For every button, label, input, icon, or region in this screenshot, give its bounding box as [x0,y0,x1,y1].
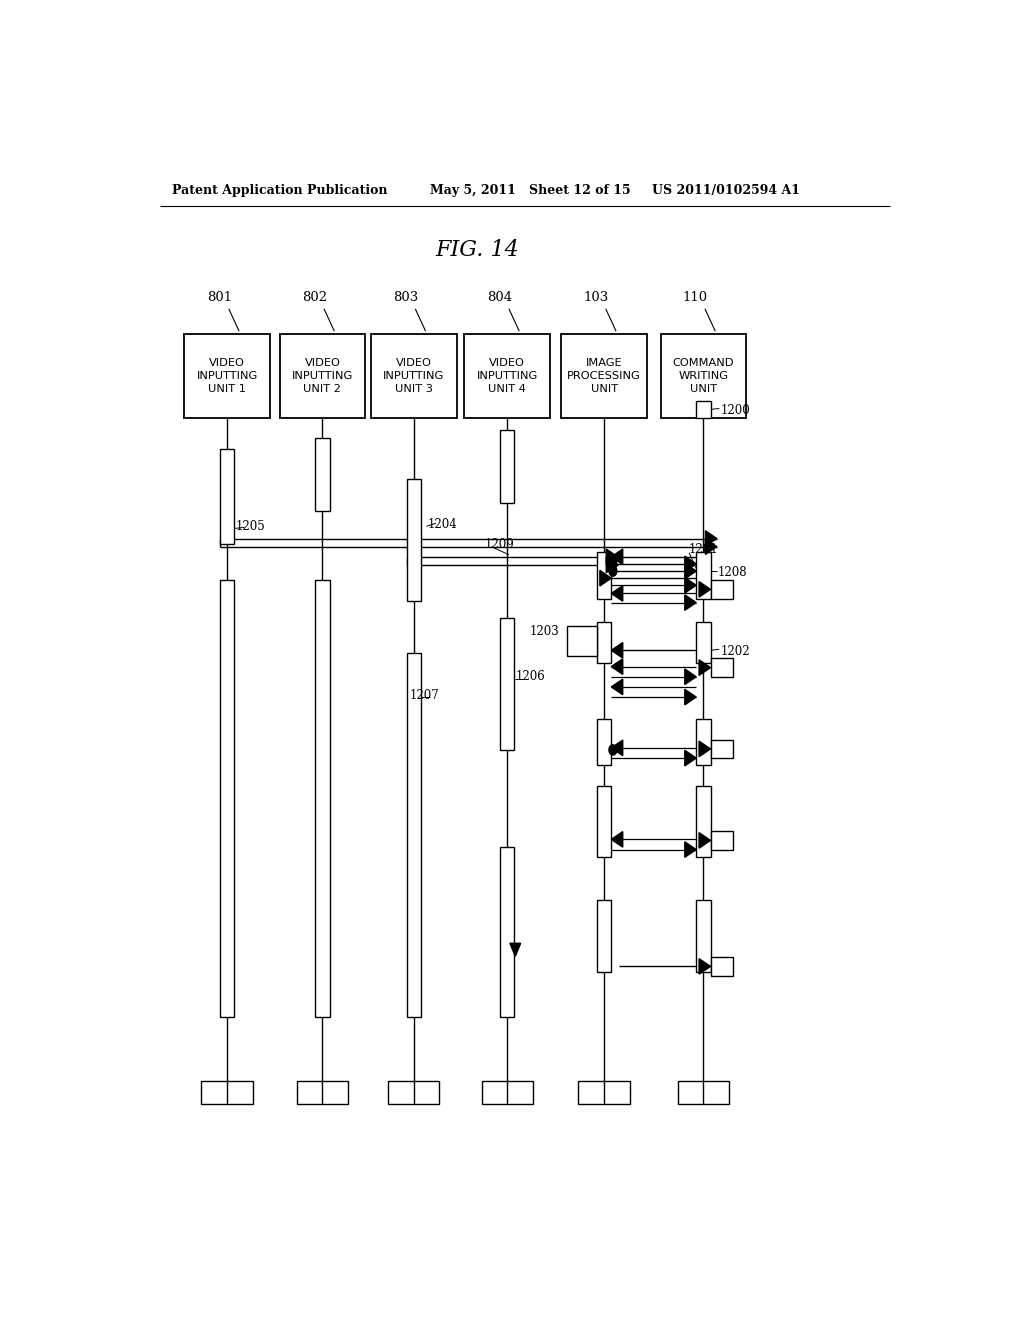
Bar [678,1081,729,1104]
Polygon shape [685,750,696,766]
Text: 1204: 1204 [428,517,458,531]
Polygon shape [699,833,711,849]
Text: 1205: 1205 [236,520,265,533]
Bar [315,581,330,1018]
Text: 804: 804 [486,290,512,304]
Polygon shape [611,643,623,659]
Bar [465,334,550,417]
Polygon shape [685,842,696,857]
Circle shape [609,566,616,576]
Bar [660,334,746,417]
Text: US 2011/0102594 A1: US 2011/0102594 A1 [652,185,800,198]
Bar [711,659,733,677]
Text: 110: 110 [683,290,708,304]
Bar [280,334,366,417]
Text: 1206: 1206 [515,671,545,684]
Polygon shape [611,659,623,675]
Polygon shape [606,549,617,565]
Bar [696,785,711,857]
Text: COMMAND
WRITING
UNIT: COMMAND WRITING UNIT [673,358,734,393]
Text: FIG. 14: FIG. 14 [435,239,519,261]
Text: Patent Application Publication: Patent Application Publication [172,185,387,198]
Text: 1201: 1201 [689,544,719,556]
Bar [500,618,514,750]
Polygon shape [685,578,696,593]
Polygon shape [685,669,696,685]
Polygon shape [699,582,711,597]
Polygon shape [706,531,717,546]
Text: 1202: 1202 [721,645,751,657]
Bar [696,552,711,598]
Bar [711,832,733,850]
Bar [696,900,711,972]
Polygon shape [510,944,520,956]
Polygon shape [606,557,617,573]
Polygon shape [611,741,623,755]
Bar [597,900,611,972]
Polygon shape [685,595,696,610]
Text: VIDEO
INPUTTING
UNIT 2: VIDEO INPUTTING UNIT 2 [292,358,353,393]
Bar [561,334,647,417]
Bar [711,739,733,758]
Polygon shape [685,689,696,705]
Polygon shape [611,680,623,694]
Bar [407,653,421,1018]
Polygon shape [685,564,696,579]
Bar [500,846,514,1018]
Bar [597,552,611,598]
Text: 803: 803 [393,290,419,304]
Text: 103: 103 [584,290,609,304]
Bar [388,1081,439,1104]
Bar [481,1081,534,1104]
Bar [220,581,234,1018]
Text: 1200: 1200 [721,404,751,417]
Text: VIDEO
INPUTTING
UNIT 4: VIDEO INPUTTING UNIT 4 [477,358,538,393]
Bar [500,430,514,503]
Text: 1208: 1208 [718,565,748,578]
Text: IMAGE
PROCESSING
UNIT: IMAGE PROCESSING UNIT [567,358,641,393]
Polygon shape [699,958,711,974]
Bar [184,334,270,417]
Bar [711,581,733,598]
Text: 802: 802 [302,290,327,304]
Text: May 5, 2011   Sheet 12 of 15: May 5, 2011 Sheet 12 of 15 [430,185,630,198]
Bar [597,622,611,663]
Circle shape [609,744,616,755]
Bar [220,449,234,544]
Bar [202,1081,253,1104]
Polygon shape [611,832,623,847]
Polygon shape [611,586,623,601]
Bar [315,438,330,511]
Bar [696,622,711,663]
Bar [696,401,711,417]
Text: 801: 801 [207,290,231,304]
Text: VIDEO
INPUTTING
UNIT 1: VIDEO INPUTTING UNIT 1 [197,358,258,393]
Polygon shape [611,549,623,565]
Bar [597,719,611,766]
Polygon shape [699,741,711,756]
Bar [567,626,597,656]
Bar [597,785,611,857]
Text: 1203: 1203 [529,624,559,638]
Polygon shape [706,539,717,554]
Bar [371,334,457,417]
Text: 1207: 1207 [410,689,439,701]
Bar [407,479,421,601]
Circle shape [609,558,616,569]
Text: VIDEO
INPUTTING
UNIT 3: VIDEO INPUTTING UNIT 3 [383,358,444,393]
Polygon shape [685,556,696,572]
Polygon shape [699,660,711,676]
Bar [696,719,711,766]
Bar [579,1081,630,1104]
Polygon shape [600,570,611,586]
Bar [711,957,733,975]
Bar [297,1081,348,1104]
Text: 1209: 1209 [485,539,515,552]
